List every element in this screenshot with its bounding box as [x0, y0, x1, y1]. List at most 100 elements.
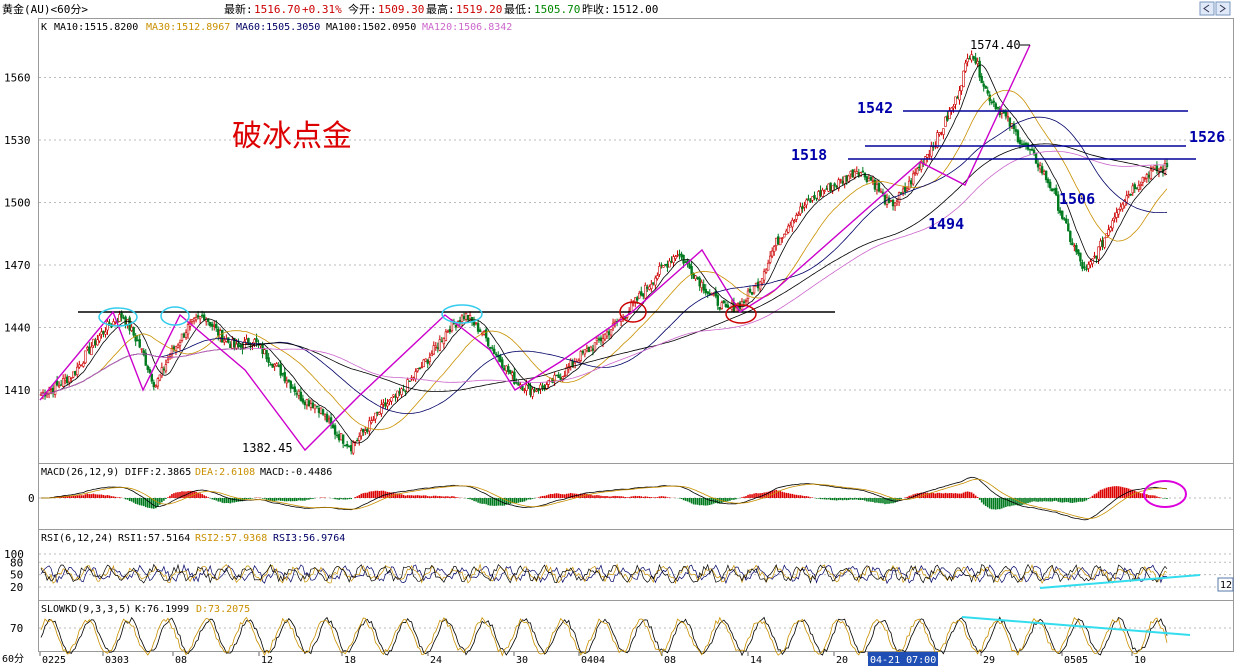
candle-body	[307, 400, 311, 407]
rsi-line	[40, 563, 1168, 585]
candle-body	[585, 348, 589, 351]
high-value: 1519.20	[456, 3, 502, 16]
candle-body	[1101, 240, 1104, 247]
candle-body	[122, 317, 125, 319]
candle-body	[750, 291, 754, 295]
candle-body	[454, 325, 458, 328]
candle-body	[100, 331, 103, 335]
candle-body	[599, 337, 603, 341]
candle-body	[877, 183, 881, 192]
candle-body	[138, 339, 141, 348]
candle-body	[813, 195, 816, 199]
candle-body	[962, 70, 965, 87]
rsi1-value: RSI1:57.5164	[118, 533, 190, 544]
candle-body	[132, 327, 135, 336]
candle-body	[509, 370, 512, 374]
candle-body	[174, 346, 178, 351]
candle-body	[1125, 195, 1128, 203]
rsi-trend-line	[1039, 574, 1201, 589]
candle-body	[664, 263, 667, 266]
candle-body	[170, 348, 174, 356]
candle-body	[196, 315, 200, 318]
candle-body	[382, 402, 385, 405]
candle-body	[754, 282, 758, 287]
candle-body	[748, 288, 752, 293]
candle-body	[785, 230, 788, 235]
candle-body	[408, 380, 411, 382]
candle-body	[523, 389, 526, 392]
candle-body	[392, 394, 395, 397]
candle-body	[636, 297, 639, 301]
chevron-right-icon	[1219, 4, 1226, 13]
candle-body	[380, 404, 383, 414]
candle-body	[90, 346, 93, 355]
candle-body	[678, 253, 681, 256]
candle-body	[1083, 266, 1086, 269]
candle-body	[311, 402, 315, 409]
candle-body	[827, 183, 830, 192]
candle-body	[271, 363, 274, 368]
candle-body	[130, 326, 133, 331]
candle-body	[704, 288, 707, 294]
candle-body	[972, 56, 975, 59]
candle-body	[773, 246, 776, 252]
candle-body	[533, 389, 536, 392]
candle-body	[706, 291, 709, 294]
level-label-1542: 1542	[857, 99, 893, 117]
candle-body	[180, 333, 184, 341]
candle-body	[986, 90, 989, 94]
candle-body	[714, 290, 717, 297]
candle-body	[343, 444, 347, 447]
candle-body	[273, 364, 276, 367]
candle-body	[839, 179, 842, 181]
last-label: 最新:	[224, 2, 253, 16]
candle-body	[1119, 206, 1122, 210]
candle-body	[1050, 188, 1054, 192]
next-page-button[interactable]	[1215, 1, 1231, 16]
candle-body	[893, 202, 897, 207]
candle-body	[291, 387, 294, 389]
candle-body	[285, 380, 288, 384]
candle-body	[676, 254, 679, 257]
candle-body	[511, 372, 514, 376]
candle-body	[956, 97, 959, 99]
prev-page-button[interactable]	[1199, 1, 1215, 16]
candle-body	[845, 175, 848, 182]
candle-body	[698, 277, 701, 287]
candle-body	[1020, 143, 1024, 146]
candle-body	[1137, 185, 1140, 190]
candle-body	[654, 277, 657, 286]
candle-body	[1079, 252, 1082, 262]
candle-body	[217, 328, 220, 336]
candle-body	[406, 379, 409, 393]
candle-body	[144, 352, 147, 366]
macd-indicator	[40, 476, 1168, 521]
candle-body	[160, 367, 164, 377]
candle-body	[680, 253, 683, 258]
candle-body	[1103, 237, 1106, 248]
x-tick-label: 14	[750, 655, 762, 666]
candle-body	[930, 146, 933, 157]
candle-body	[55, 380, 59, 386]
rsi3-value: RSI3:56.9764	[273, 533, 345, 544]
candle-body	[215, 323, 218, 329]
candle-body	[811, 196, 814, 201]
candle-body	[799, 206, 802, 215]
highlight-ellipse-3	[441, 304, 483, 324]
candle-body	[851, 169, 854, 178]
candle-body	[476, 323, 480, 332]
open-label: 今开:	[348, 2, 377, 16]
candle-body	[92, 338, 95, 347]
candle-body	[843, 175, 846, 184]
candle-body	[341, 434, 345, 444]
candle-body	[833, 183, 836, 186]
candle-body	[1063, 218, 1066, 220]
candle-body	[394, 396, 397, 398]
candle-body	[696, 276, 699, 280]
candle-body	[897, 192, 901, 203]
x-tick-label: 0404	[581, 655, 605, 666]
candle-body	[589, 346, 593, 352]
candle-body	[491, 347, 494, 349]
candle-body	[1061, 210, 1064, 219]
d-value: D:73.2075	[196, 604, 250, 615]
